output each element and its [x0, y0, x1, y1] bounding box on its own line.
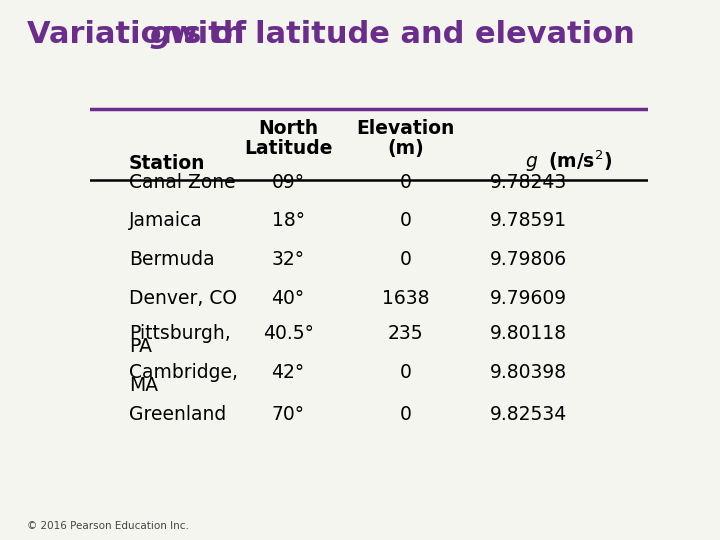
Text: Variations of: Variations of [27, 20, 257, 49]
Text: Canal Zone: Canal Zone [129, 173, 235, 192]
Text: Elevation: Elevation [356, 119, 454, 138]
Text: 235: 235 [387, 324, 423, 343]
Text: Bermuda: Bermuda [129, 250, 215, 269]
Text: Cambridge,: Cambridge, [129, 363, 238, 382]
Text: 9.82534: 9.82534 [490, 404, 567, 424]
Text: MA: MA [129, 376, 158, 395]
Text: 0: 0 [400, 363, 411, 382]
Text: 42°: 42° [271, 363, 305, 382]
Text: g: g [150, 20, 171, 49]
Text: with latitude and elevation: with latitude and elevation [159, 20, 635, 49]
Text: Pittsburgh,: Pittsburgh, [129, 324, 231, 343]
Text: 18°: 18° [271, 211, 305, 230]
Text: 0: 0 [400, 250, 411, 269]
Text: 9.80398: 9.80398 [490, 363, 567, 382]
Text: 9.78243: 9.78243 [490, 173, 567, 192]
Text: © 2016 Pearson Education Inc.: © 2016 Pearson Education Inc. [27, 521, 189, 531]
Text: Denver, CO: Denver, CO [129, 288, 237, 308]
Text: 0: 0 [400, 211, 411, 230]
Text: 70°: 70° [271, 404, 305, 424]
Text: 09°: 09° [271, 173, 305, 192]
Text: Jamaica: Jamaica [129, 211, 203, 230]
Text: Latitude: Latitude [244, 139, 333, 158]
Text: 1638: 1638 [382, 288, 429, 308]
Text: $\it{g}$: $\it{g}$ [526, 154, 539, 173]
Text: 0: 0 [400, 404, 411, 424]
Text: North: North [258, 119, 318, 138]
Text: 0: 0 [400, 173, 411, 192]
Text: Greenland: Greenland [129, 404, 226, 424]
Text: 9.79609: 9.79609 [490, 288, 567, 308]
Text: Station: Station [129, 154, 206, 173]
Text: (m): (m) [387, 139, 423, 158]
Text: 9.79806: 9.79806 [490, 250, 567, 269]
Text: 9.78591: 9.78591 [490, 211, 567, 230]
Text: (m/s$^2$): (m/s$^2$) [548, 148, 612, 173]
Text: 40.5°: 40.5° [263, 324, 313, 343]
Text: 9.80118: 9.80118 [490, 324, 567, 343]
Text: 40°: 40° [271, 288, 305, 308]
Text: PA: PA [129, 338, 152, 356]
Text: 32°: 32° [271, 250, 305, 269]
